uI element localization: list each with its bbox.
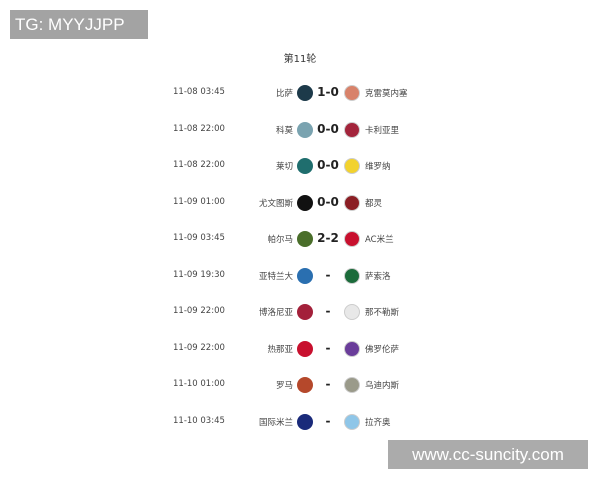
match-row[interactable]: 11-08 22:00 莱切 0-0 维罗纳: [0, 156, 600, 176]
match-date: 11-08 22:00: [173, 123, 225, 134]
home-team-logo-icon: [297, 158, 313, 174]
away-team-name: 乌迪内斯: [365, 381, 400, 391]
match-date: 11-09 03:45: [173, 233, 225, 243]
match-score: 0-0: [317, 121, 339, 136]
match-date: 11-09 22:00: [173, 342, 225, 353]
match-row[interactable]: 11-08 22:00 科莫 0-0 卡利亚里: [0, 120, 600, 140]
watermark-bottom: www.cc-suncity.com: [388, 440, 588, 469]
home-team-logo-icon: [297, 121, 313, 138]
match-score: -: [325, 413, 331, 428]
match-row[interactable]: 11-09 22:00 热那亚 - 佛罗伦萨: [0, 339, 600, 359]
away-team-name: AC米兰: [365, 235, 394, 245]
away-team-logo-icon: [344, 340, 360, 357]
away-team-name: 那不勒斯: [365, 308, 400, 318]
match-row[interactable]: 11-08 03:45 比萨 1-0 克雷莫内塞: [0, 83, 600, 103]
away-team-name: 都灵: [365, 198, 383, 209]
match-score: -: [325, 340, 331, 355]
home-team-logo-icon: [297, 304, 313, 320]
home-team-name: 尤文图斯: [258, 198, 293, 209]
match-date: 11-09 22:00: [173, 306, 225, 316]
home-team-logo-icon: [297, 231, 313, 247]
home-team-logo-icon: [297, 267, 313, 284]
round-title: 第11轮: [283, 54, 317, 65]
match-score: 0-0: [317, 158, 339, 172]
match-row[interactable]: 11-10 01:00 罗马 - 乌迪内斯: [0, 375, 600, 395]
away-team-name: 佛罗伦萨: [365, 344, 400, 355]
match-date: 11-09 01:00: [173, 196, 225, 207]
away-team-logo-icon: [344, 85, 360, 101]
match-score: -: [325, 377, 331, 391]
home-team-name: 罗马: [275, 381, 293, 391]
away-team-name: 克雷莫内塞: [365, 89, 408, 99]
match-score: 0-0: [317, 194, 339, 209]
home-team-name: 博洛尼亚: [258, 308, 293, 318]
home-team-logo-icon: [297, 85, 313, 101]
home-team-logo-icon: [297, 413, 313, 430]
match-score: 2-2: [317, 231, 339, 245]
match-row[interactable]: 11-09 19:30 亚特兰大 - 萨索洛: [0, 266, 600, 286]
home-team-name: 科莫: [275, 125, 293, 136]
home-team-name: 比萨: [275, 89, 293, 99]
away-team-name: 萨索洛: [365, 271, 391, 282]
home-team-name: 热那亚: [267, 344, 293, 355]
away-team-logo-icon: [344, 121, 360, 138]
away-team-name: 维罗纳: [365, 162, 391, 172]
away-team-logo-icon: [344, 158, 360, 174]
away-team-name: 拉齐奥: [365, 417, 391, 428]
match-date: 11-10 01:00: [173, 379, 225, 389]
match-score: -: [325, 267, 331, 282]
home-team-name: 亚特兰大: [258, 271, 293, 282]
match-date: 11-08 22:00: [173, 160, 225, 170]
away-team-logo-icon: [344, 304, 360, 320]
match-date: 11-08 03:45: [173, 87, 225, 97]
home-team-logo-icon: [297, 377, 313, 393]
home-team-name: 莱切: [275, 162, 293, 172]
match-score: -: [325, 304, 331, 318]
match-score: 1-0: [317, 85, 339, 99]
watermark-top: TG: MYYJJPP: [10, 10, 148, 39]
match-date: 11-09 19:30: [173, 269, 225, 280]
away-team-logo-icon: [344, 377, 360, 393]
match-row[interactable]: 11-10 03:45 国际米兰 - 拉齐奥: [0, 412, 600, 432]
match-row[interactable]: 11-09 03:45 帕尔马 2-2 AC米兰: [0, 229, 600, 249]
home-team-name: 帕尔马: [267, 235, 293, 245]
away-team-name: 卡利亚里: [365, 125, 400, 136]
away-team-logo-icon: [344, 231, 360, 247]
match-row[interactable]: 11-09 22:00 博洛尼亚 - 那不勒斯: [0, 302, 600, 322]
match-row[interactable]: 11-09 01:00 尤文图斯 0-0 都灵: [0, 193, 600, 213]
home-team-name: 国际米兰: [258, 417, 293, 428]
match-date: 11-10 03:45: [173, 415, 225, 426]
away-team-logo-icon: [344, 413, 360, 430]
home-team-logo-icon: [297, 340, 313, 357]
away-team-logo-icon: [344, 194, 360, 211]
home-team-logo-icon: [297, 194, 313, 211]
away-team-logo-icon: [344, 267, 360, 284]
